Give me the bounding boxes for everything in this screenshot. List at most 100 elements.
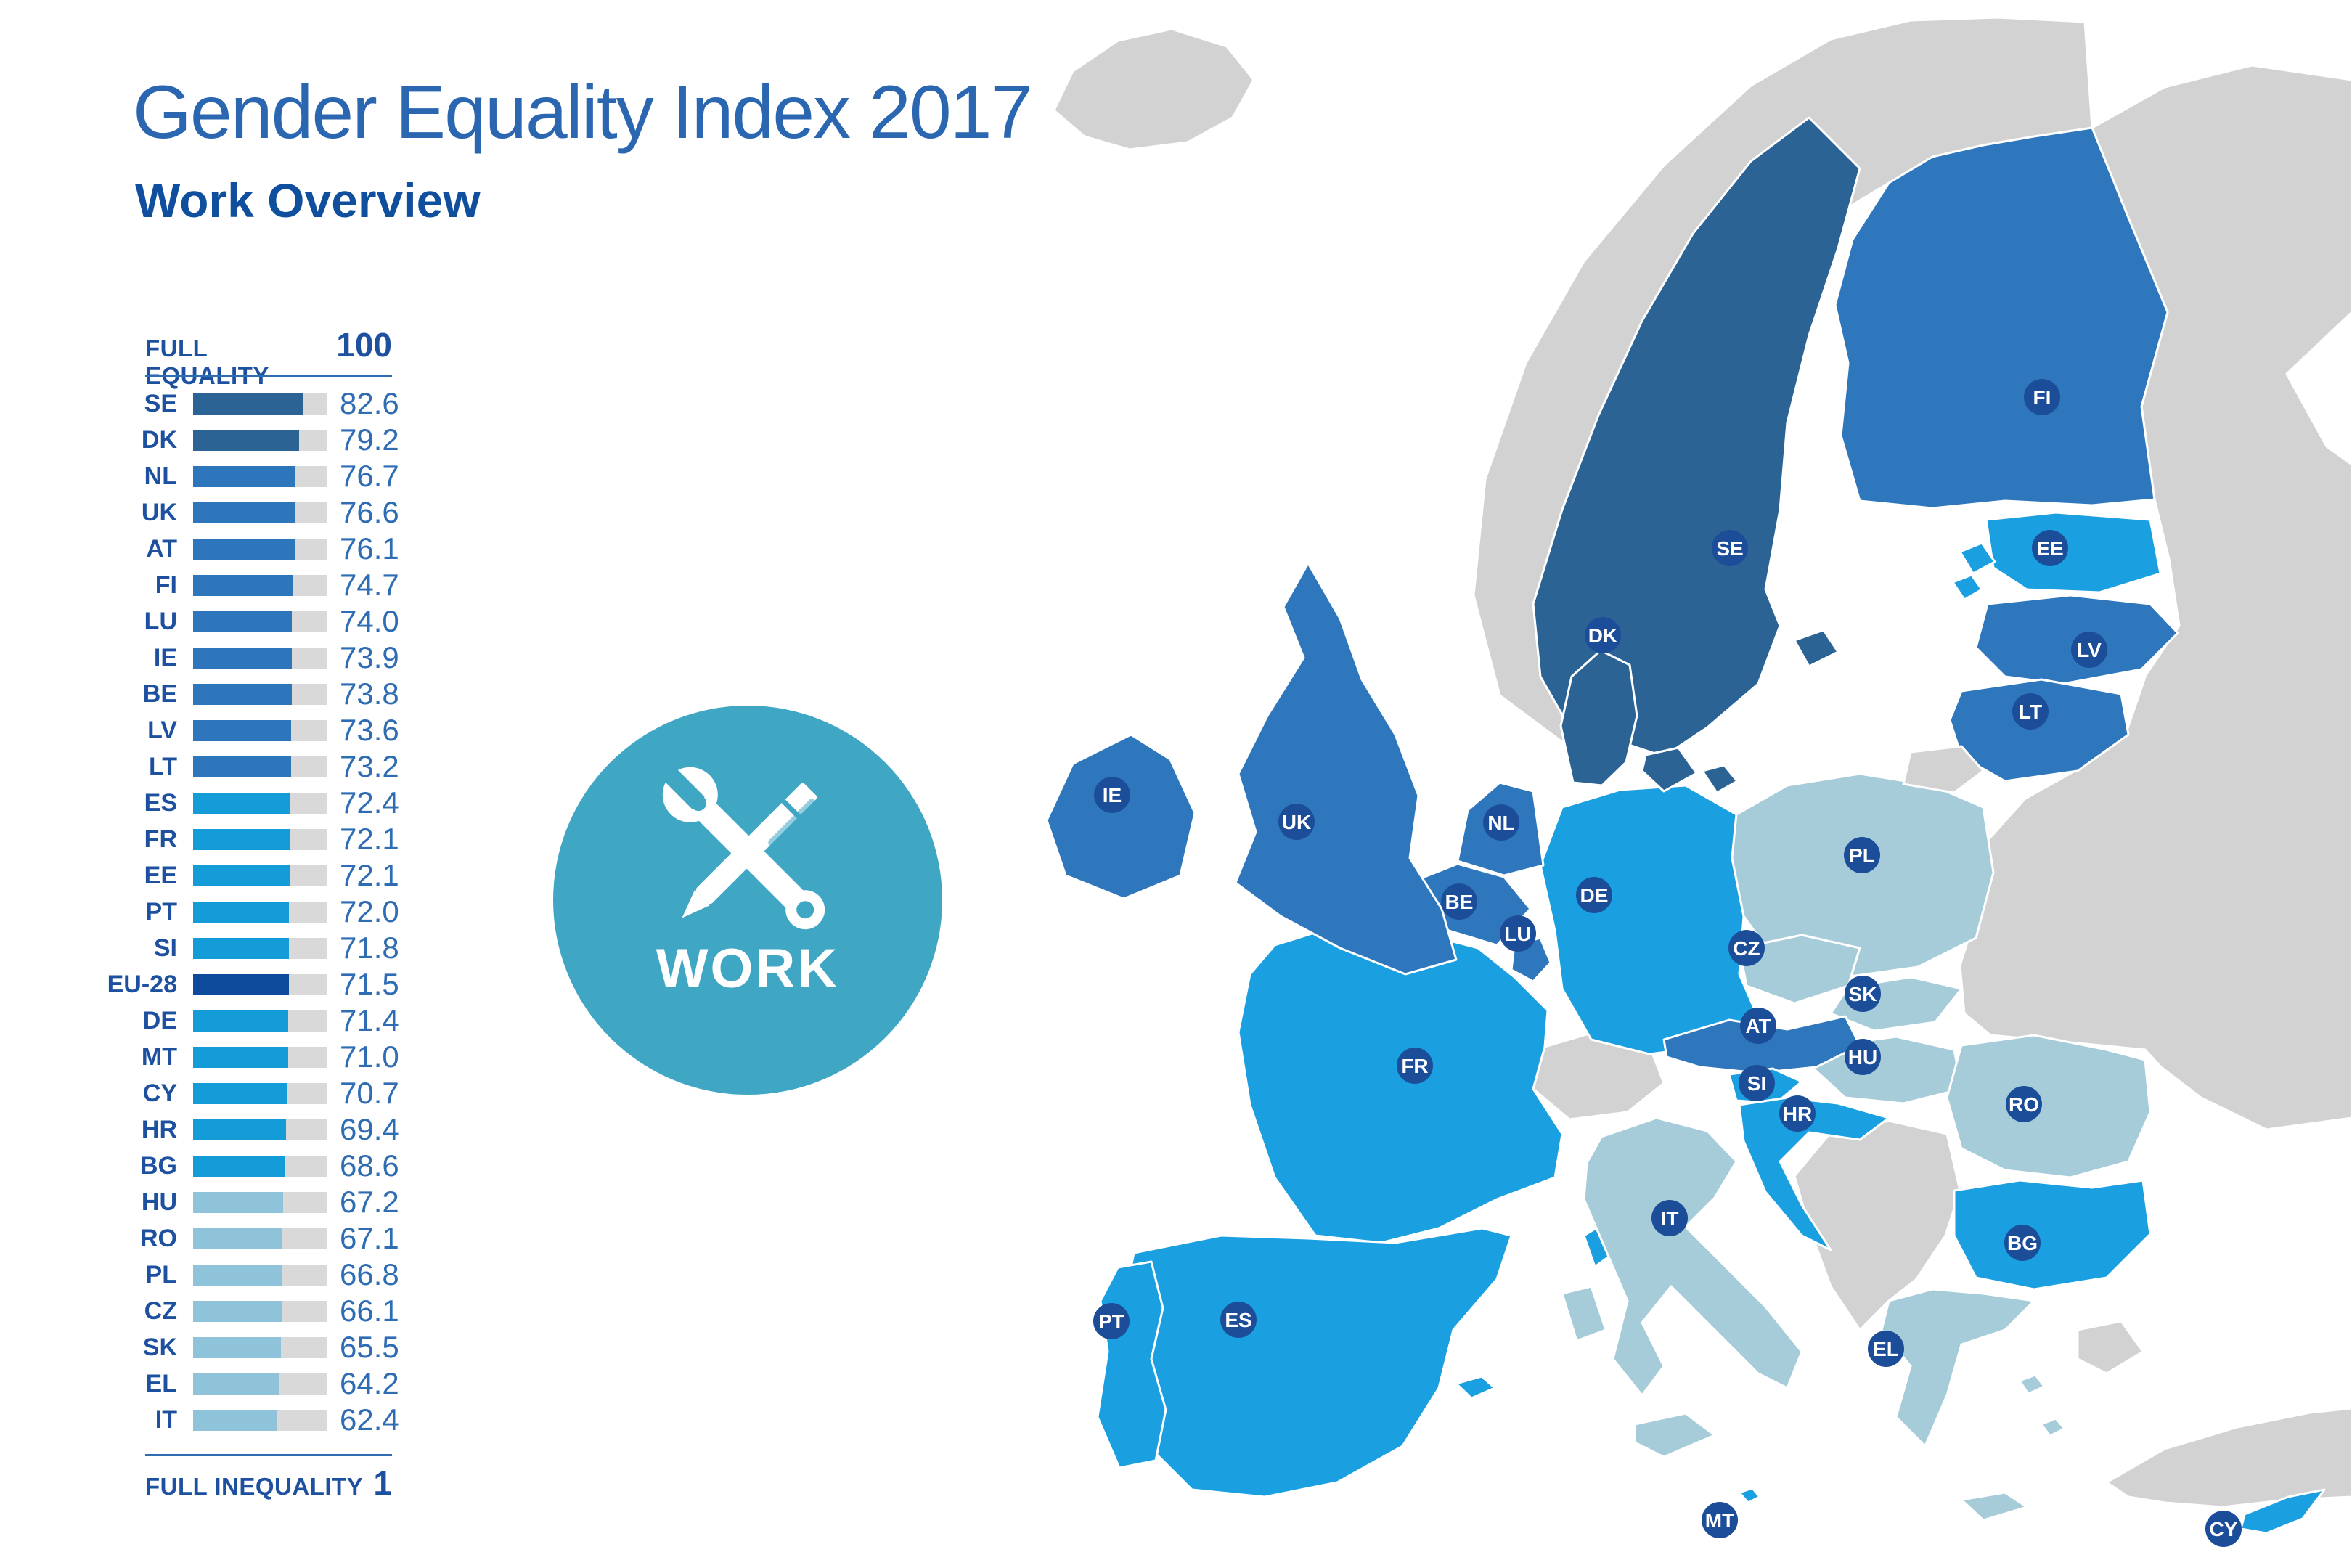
island-crete [1960, 1491, 2028, 1522]
ranking-row: CY 70.7 [65, 1075, 407, 1111]
score-value: 76.7 [340, 459, 399, 493]
ranking-row: RO 67.1 [65, 1220, 407, 1257]
country-code-label: LV [147, 716, 177, 744]
country-malta [1738, 1487, 1761, 1504]
ranking-row: PL 66.8 [65, 1257, 407, 1293]
bar-track [193, 1409, 327, 1431]
score-value: 66.1 [340, 1294, 399, 1328]
country-united-kingdom [1234, 562, 1458, 976]
bar-fill [193, 1300, 282, 1322]
map-label-circle-RO [2006, 1086, 2042, 1122]
score-value: 71.8 [340, 931, 399, 965]
ranking-row: NL 76.7 [65, 458, 407, 494]
country-code-label: IT [155, 1405, 177, 1434]
island-aegean-2 [2040, 1417, 2066, 1437]
bar-fill [193, 756, 291, 777]
bar-track [193, 1228, 327, 1249]
island-sicily [1633, 1412, 1716, 1458]
score-value: 72.0 [340, 894, 399, 928]
map-label-text-UK: UK [1282, 811, 1311, 833]
score-value: 73.6 [340, 713, 399, 747]
map-label-circle-PL [1844, 837, 1880, 873]
bar-fill [193, 901, 290, 923]
full-inequality-value: 1 [373, 1464, 392, 1502]
map-label-circle-SK [1845, 976, 1881, 1012]
bar-fill [193, 393, 303, 415]
country-romania [1945, 1034, 2152, 1179]
bar-fill [193, 465, 296, 487]
country-ireland [1045, 733, 1196, 900]
map-label-circle-HU [1845, 1039, 1881, 1075]
bar-track [193, 429, 327, 451]
bar-fill [193, 1010, 289, 1032]
bar-fill [193, 1336, 281, 1358]
country-code-label: HR [141, 1115, 177, 1143]
ranking-row: MT 71.0 [65, 1039, 407, 1075]
map-label-circle-LT [2012, 693, 2049, 730]
ranking-row: LV 73.6 [65, 712, 407, 748]
map-label-text-FI: FI [2033, 386, 2051, 409]
map-label-text-FR: FR [1401, 1055, 1428, 1077]
bar-fill [193, 792, 290, 814]
white-sea-inlet [2285, 311, 2352, 466]
score-value: 73.9 [340, 640, 399, 674]
map-label-text-PT: PT [1098, 1310, 1124, 1333]
score-value: 72.1 [340, 858, 399, 892]
map-label-text-AT: AT [1745, 1015, 1771, 1037]
region-kaliningrad [1902, 745, 1985, 794]
score-value: 71.4 [340, 1003, 399, 1037]
country-croatia [1738, 1096, 1890, 1251]
score-value: 72.4 [340, 785, 399, 820]
country-estonia [1985, 511, 2162, 594]
map-label-text-SK: SK [1849, 983, 1877, 1005]
country-denmark-jutland [1559, 649, 1638, 787]
ranking-row: PT 72.0 [65, 894, 407, 930]
map-label-text-EL: EL [1873, 1338, 1899, 1360]
map-label-circle-DK [1585, 617, 1621, 653]
map-label-circle-ES [1220, 1302, 1257, 1338]
country-code-label: BE [142, 679, 177, 708]
bar-track [193, 1373, 327, 1395]
country-code-label: DK [141, 425, 177, 454]
map-label-circle-DE [1576, 877, 1612, 913]
country-finland [1834, 126, 2169, 510]
bar-track [193, 1191, 327, 1213]
country-code-label: SE [144, 389, 177, 417]
bar-track [193, 1119, 327, 1140]
map-label-text-EE: EE [2036, 537, 2063, 560]
country-sweden [1532, 116, 1861, 758]
map-label-circle-EL [1868, 1331, 1904, 1367]
bar-fill [193, 683, 292, 705]
country-code-label: BG [140, 1151, 177, 1180]
country-italy [1583, 1116, 1803, 1397]
map-label-text-IT: IT [1661, 1207, 1679, 1230]
country-code-label: PT [145, 897, 177, 926]
country-code-label: DE [142, 1006, 177, 1034]
map-label-circle-MT [1702, 1502, 1738, 1538]
bar-track [193, 683, 327, 705]
score-value: 64.2 [340, 1366, 399, 1400]
ranking-row: SK 65.5 [65, 1329, 407, 1365]
bar-fill [193, 1228, 283, 1249]
bar-track [193, 865, 327, 886]
map-label-text-LU: LU [1504, 923, 1531, 945]
island-aegean-1 [2018, 1373, 2046, 1395]
map-label-text-SE: SE [1716, 537, 1743, 560]
score-value: 62.4 [340, 1402, 399, 1437]
country-code-label: FR [144, 825, 177, 853]
full-equality-value: 100 [336, 326, 392, 364]
bar-fill [193, 973, 289, 995]
bar-track [193, 502, 327, 523]
bar-fill [193, 1082, 288, 1104]
map-label-circle-NL [1483, 804, 1519, 841]
map-label-circle-PT [1093, 1303, 1130, 1339]
country-code-label: RO [140, 1224, 177, 1252]
ranking-row: AT 76.1 [65, 531, 407, 567]
island-funen [1701, 764, 1739, 794]
ranking-row: LU 74.0 [65, 603, 407, 640]
country-code-label: CY [142, 1079, 177, 1107]
map-label-circle-SI [1739, 1065, 1775, 1101]
scale-footer: FULL INEQUALITY 1 [145, 1463, 392, 1503]
ranking-row: HU 67.2 [65, 1184, 407, 1220]
score-value: 74.7 [340, 568, 399, 602]
